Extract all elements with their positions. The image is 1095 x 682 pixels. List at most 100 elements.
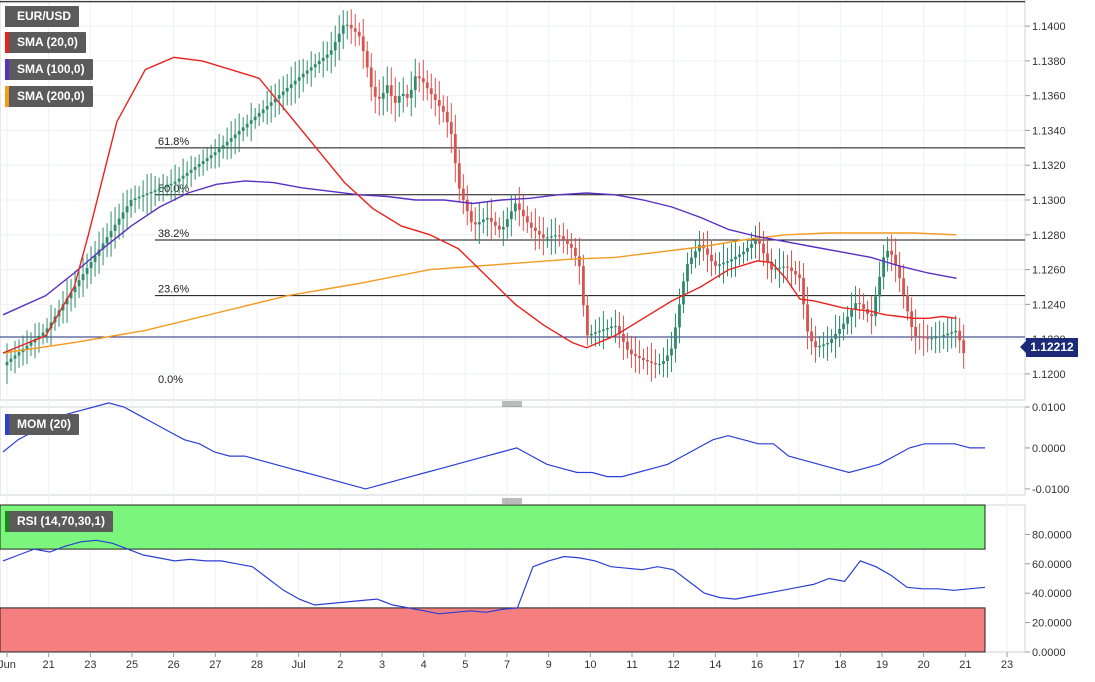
candle-body	[461, 188, 465, 200]
candle-body	[397, 95, 401, 103]
candle-body	[622, 333, 625, 342]
candle-body	[241, 127, 245, 131]
candle-body	[602, 329, 605, 331]
price-tick-label: 1.1400	[1032, 21, 1066, 33]
legend-symbol[interactable]: EUR/USD	[5, 6, 80, 27]
candle-body	[433, 94, 437, 100]
candle-body	[489, 217, 493, 222]
candle-body	[121, 212, 125, 219]
candle-body	[125, 206, 129, 213]
candle-body	[722, 262, 725, 265]
candle-body	[477, 222, 481, 225]
candle-body	[573, 247, 577, 257]
candle-body	[734, 256, 737, 260]
candle-body	[938, 336, 942, 338]
candle-body	[305, 70, 309, 74]
time-tick-label: 23	[84, 659, 96, 671]
legend-sma200[interactable]: SMA (200,0)	[5, 86, 93, 107]
panel-resize-handle[interactable]	[502, 401, 522, 407]
legend-sma100[interactable]: SMA (100,0)	[5, 59, 93, 80]
candle-body	[529, 222, 533, 228]
candle-body	[29, 342, 33, 346]
legend-sma20[interactable]: SMA (20,0)	[5, 32, 86, 53]
candle-body	[750, 243, 753, 248]
candle-body	[670, 348, 673, 356]
candle-body	[878, 276, 881, 297]
candle-body	[401, 93, 405, 96]
price-tick-label: 1.1380	[1032, 56, 1066, 68]
rsi-zones	[0, 504, 986, 653]
legend-label: SMA (20,0)	[17, 35, 78, 49]
axes: 1.12001.12201.12401.12601.12801.13001.13…	[0, 21, 1072, 671]
candle-body	[245, 123, 249, 128]
time-tick-label: 26	[168, 659, 180, 671]
legend-swatch	[5, 32, 9, 53]
candle-body	[834, 333, 837, 339]
time-tick-label: 5	[462, 659, 468, 671]
candle-body	[714, 261, 717, 266]
candle-body	[261, 109, 265, 114]
candle-body	[642, 358, 645, 360]
candle-body	[285, 87, 289, 92]
candle-body	[513, 203, 517, 212]
legend-label: RSI (14,70,30,1)	[17, 514, 106, 528]
time-tick-label: 9	[546, 659, 552, 671]
candle-body	[85, 268, 89, 275]
time-tick-label: 12	[668, 659, 680, 671]
time-tick-label: 18	[834, 659, 846, 671]
fibonacci-label: 38.2%	[158, 228, 189, 240]
candle-body	[910, 311, 914, 327]
candle-body	[149, 191, 153, 194]
candle-body	[886, 250, 890, 258]
rsi-tick-label: 0.0000	[1032, 647, 1066, 659]
candle-body	[41, 332, 45, 336]
candle-body	[161, 186, 165, 189]
candle-body	[253, 116, 257, 121]
candle-body	[682, 281, 685, 305]
panel-resize-handle[interactable]	[502, 498, 522, 504]
candle-body	[25, 345, 29, 349]
candle-body	[169, 183, 173, 186]
candle-body	[678, 304, 681, 328]
candle-body	[810, 331, 813, 342]
candle-body	[485, 217, 489, 220]
candle-body	[958, 330, 962, 341]
candle-body	[165, 185, 169, 187]
candle-body	[553, 235, 557, 237]
candle-body	[13, 355, 17, 359]
legend-momentum[interactable]: MOM (20)	[5, 414, 79, 435]
candle-body	[101, 243, 105, 250]
candle-body	[321, 57, 325, 62]
candle-body	[405, 93, 409, 98]
candle-body	[217, 148, 221, 153]
candle-body	[770, 261, 773, 270]
candle-body	[309, 67, 313, 71]
candle-body	[581, 266, 585, 306]
candle-body	[69, 292, 73, 299]
indicator-lines	[2, 402, 986, 615]
candle-body	[541, 234, 545, 238]
price-tick-label: 1.1240	[1032, 299, 1066, 311]
candle-body	[325, 54, 329, 58]
candle-body	[97, 249, 101, 256]
candle-body	[549, 236, 553, 238]
candle-body	[874, 296, 877, 317]
rsi-tick-label: 40.0000	[1032, 588, 1072, 600]
legend-rsi[interactable]: RSI (14,70,30,1)	[5, 511, 114, 532]
candle-body	[453, 133, 457, 164]
candle-body	[153, 190, 157, 192]
candle-body	[533, 227, 537, 232]
candle-body	[565, 240, 569, 244]
time-tick-label: 7	[504, 659, 510, 671]
candle-body	[457, 163, 461, 189]
candle-body	[281, 91, 285, 96]
candle-body	[846, 316, 849, 324]
candle-body	[918, 336, 922, 338]
candle-body	[473, 222, 477, 225]
candle-body	[545, 237, 549, 239]
candle-body	[962, 340, 966, 354]
moving-averages	[2, 56, 957, 354]
candle-body	[698, 244, 701, 252]
